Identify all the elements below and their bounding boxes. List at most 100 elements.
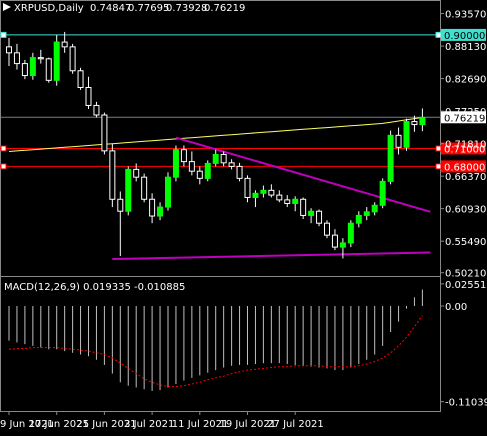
- candle: [419, 108, 426, 132]
- price-axis: 0.93570 0.88130 0.82690 0.77250 0.71810 0.663…: [440, 10, 486, 280]
- time-tick-label: 19 Jul 2021: [220, 419, 277, 430]
- candle: [212, 149, 219, 167]
- trendlines: [112, 136, 431, 261]
- candle: [13, 43, 20, 70]
- price-tick-label: 0.77250: [445, 107, 486, 118]
- time-tick-label: 25 Jun 2021: [76, 419, 136, 430]
- time-tick-label: 3 Jul 2021: [124, 419, 174, 430]
- candle: [125, 166, 132, 216]
- candle: [339, 238, 346, 259]
- candle-body-bear: [21, 63, 28, 77]
- candle-body-bull: [403, 121, 410, 148]
- signal-line: [8, 315, 423, 388]
- macd-axis: 0.025512 0.00 -0.110395: [440, 280, 487, 409]
- candle-body-bull: [204, 162, 211, 179]
- candle-body-bull: [292, 198, 299, 204]
- price-tick-label: 0.55490: [445, 237, 486, 248]
- candle-body-bear: [101, 114, 108, 152]
- candle-body-bear: [13, 52, 20, 65]
- candle: [324, 220, 330, 239]
- candle: [117, 191, 124, 257]
- candle: [260, 185, 267, 198]
- candle: [308, 208, 315, 224]
- macd-histogram: [8, 289, 423, 391]
- candle: [157, 202, 164, 221]
- candle-body-bear: [220, 153, 227, 164]
- macd-signal: [8, 315, 423, 388]
- level-handle-left: [0, 163, 7, 170]
- price-tick-label: 0.50210: [445, 269, 486, 280]
- level-label: 0.71000: [444, 144, 485, 155]
- candle: [45, 57, 52, 83]
- level-label-bg: [441, 28, 486, 41]
- candle-body-bull: [165, 176, 171, 208]
- candle: [204, 160, 211, 182]
- candle: [371, 202, 378, 216]
- candle-body-bull: [260, 189, 267, 194]
- candle: [77, 67, 84, 90]
- candle-body-bear: [141, 176, 148, 200]
- candle: [387, 130, 394, 185]
- level-label-bg: [441, 142, 486, 155]
- level-label: 0.90000: [444, 31, 485, 42]
- candle: [180, 145, 187, 167]
- candle-body-bull: [419, 116, 426, 126]
- candle: [93, 101, 100, 118]
- candle-body-bull: [387, 134, 394, 182]
- ohlc-low: 0.73928: [166, 3, 207, 14]
- candle: [29, 52, 36, 80]
- trendline: [175, 136, 431, 213]
- candle-body-bear: [228, 162, 235, 167]
- level-handle-left: [0, 145, 7, 152]
- candle: [85, 76, 92, 110]
- candle-body-bear: [149, 198, 156, 217]
- candle: [300, 197, 307, 220]
- candle-body-bear: [236, 165, 243, 179]
- level-handle-right: [435, 145, 442, 152]
- candle: [69, 43, 76, 74]
- candle: [61, 31, 68, 53]
- candle-body-bull: [379, 180, 386, 206]
- candle-body-bear: [180, 149, 187, 163]
- candle-body-bull: [29, 57, 36, 77]
- candle-body-bear: [77, 70, 84, 89]
- candle-body-bear: [411, 121, 418, 126]
- candlesticks: [6, 31, 426, 259]
- candle: [188, 151, 195, 176]
- candle: [228, 159, 235, 170]
- candle-body-bear: [324, 222, 330, 236]
- candle-body-bear: [6, 46, 12, 54]
- candle: [395, 127, 402, 155]
- candle-body-bear: [300, 198, 307, 216]
- candle-body-bull: [157, 206, 164, 217]
- candle: [363, 207, 370, 221]
- price-tick-label: 0.66370: [445, 172, 486, 183]
- time-tick-label: 27 Jul 2021: [267, 419, 324, 430]
- macd-tick-label: -0.110395: [445, 398, 487, 409]
- candle-body-bull: [172, 149, 179, 178]
- candle: [37, 49, 44, 64]
- level-handle-right: [435, 163, 442, 170]
- candle-body-bear: [268, 189, 275, 196]
- candle: [220, 151, 227, 167]
- level-handle-right: [435, 31, 442, 38]
- candle: [172, 145, 179, 182]
- time-tick-label: 17 Jun 2021: [29, 419, 89, 430]
- candle: [411, 115, 418, 132]
- level-handle-left: [0, 31, 7, 38]
- ohlc-close: 0.76219: [204, 3, 245, 14]
- time-tick-label: 11 Jul 2021: [172, 419, 229, 430]
- candle-body-bull: [363, 211, 370, 216]
- price-tick-label: 0.60930: [445, 205, 486, 216]
- candle-body-bear: [109, 150, 116, 200]
- last-price-label: 0.76219: [444, 113, 485, 124]
- plot-frame: [0, 0, 441, 412]
- level-label: 0.68000: [444, 162, 485, 173]
- candle-body-bull: [371, 204, 378, 213]
- macd-tick-label: 0.00: [445, 302, 467, 313]
- candle-body-bull: [339, 242, 346, 248]
- price-tick-label: 0.82690: [445, 75, 486, 86]
